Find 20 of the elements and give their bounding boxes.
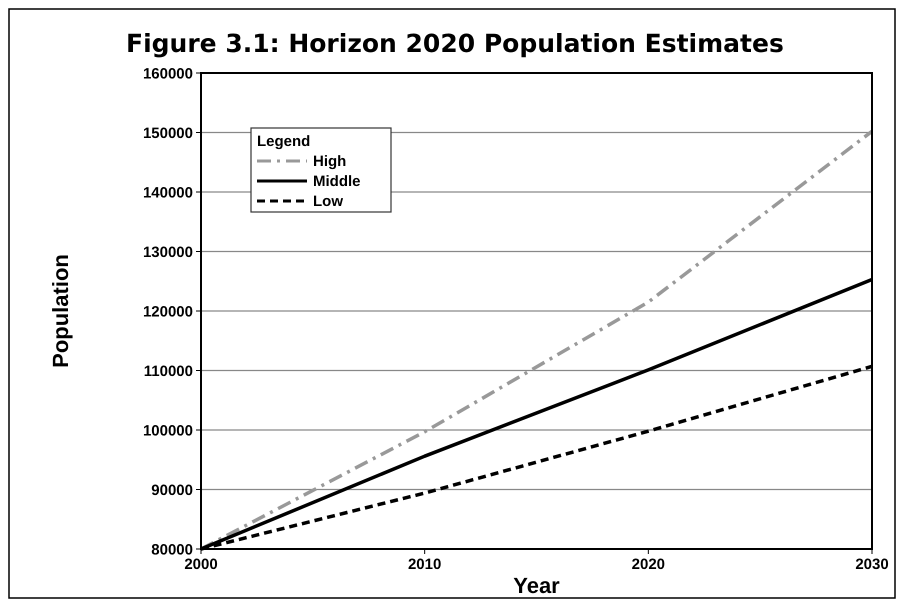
y-tick-label: 90000 — [151, 482, 193, 499]
y-tick-label: 160000 — [142, 65, 193, 82]
chart-title: Figure 3.1: Horizon 2020 Population Estimates — [126, 29, 784, 58]
y-tick-label: 130000 — [142, 244, 193, 261]
x-tick-label: 2030 — [855, 556, 889, 573]
y-tick-label: 80000 — [151, 541, 193, 558]
legend-label: High — [313, 153, 346, 170]
y-tick-label: 110000 — [144, 362, 193, 380]
x-axis-title: Year — [513, 573, 560, 598]
x-tick-label: 2010 — [408, 556, 442, 573]
y-tick-label: 150000 — [142, 124, 193, 142]
legend-label: Middle — [313, 173, 360, 190]
legend-label: Low — [313, 193, 344, 210]
y-tick-label: 120000 — [142, 303, 193, 320]
y-tick-label: 140000 — [142, 184, 193, 202]
y-axis-title: Population — [48, 254, 73, 368]
x-tick-label: 2020 — [632, 556, 666, 573]
y-tick-label: 100000 — [142, 422, 193, 440]
legend-title: Legend — [257, 133, 310, 150]
x-tick-label: 2000 — [184, 556, 218, 573]
